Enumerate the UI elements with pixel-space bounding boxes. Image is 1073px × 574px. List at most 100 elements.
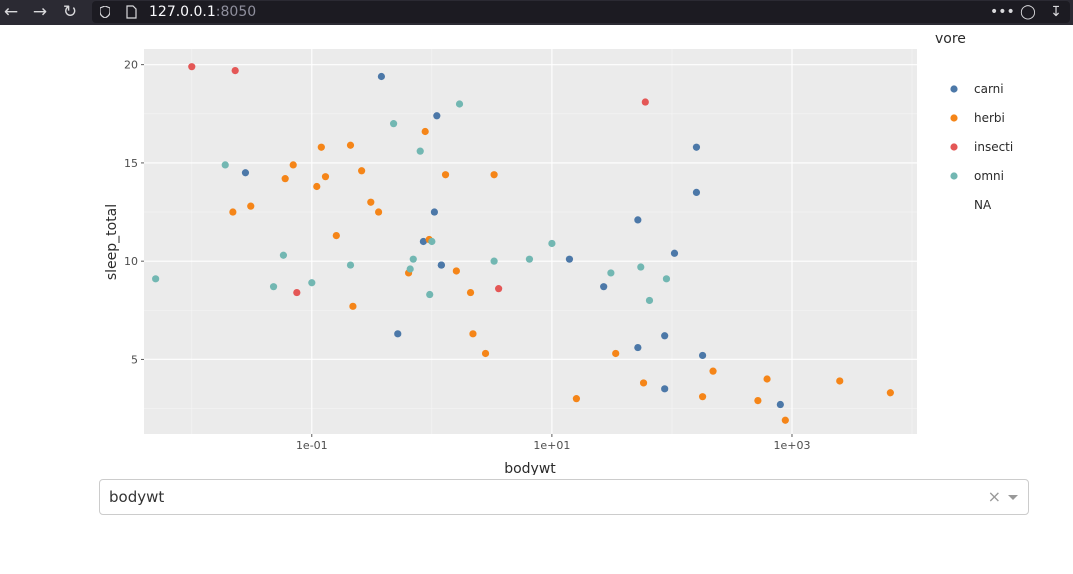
data-point-omni[interactable] <box>406 265 414 273</box>
url-port: :8050 <box>215 4 257 20</box>
data-point-omni[interactable] <box>279 251 288 259</box>
data-point-herbi[interactable] <box>229 208 237 216</box>
chevron-down-icon[interactable] <box>1008 495 1018 500</box>
x-axis-label: bodywt <box>504 461 556 475</box>
data-point-carni[interactable] <box>394 330 402 338</box>
data-point-herbi[interactable] <box>281 175 289 183</box>
data-point-herbi[interactable] <box>612 349 620 358</box>
data-point-omni[interactable] <box>637 263 645 271</box>
data-point-omni[interactable] <box>152 275 160 283</box>
data-point-carni[interactable] <box>661 385 669 393</box>
data-point-omni[interactable] <box>645 296 654 305</box>
scatter-chart: 1e-01 1e+01 1e+03 5 10 15 20 bodywt sleep_tot… <box>104 31 1013 475</box>
data-point-carni[interactable] <box>377 72 386 81</box>
data-point-herbi[interactable] <box>452 267 460 275</box>
data-point-omni[interactable] <box>548 239 556 248</box>
data-point-omni[interactable] <box>346 261 355 269</box>
data-point-herbi[interactable] <box>639 379 648 387</box>
data-point-insecti[interactable] <box>188 63 196 71</box>
forward-arrow-icon[interactable]: → <box>32 2 48 22</box>
data-point-omni[interactable] <box>308 279 316 287</box>
data-point-herbi[interactable] <box>698 393 707 401</box>
legend-label[interactable]: herbi <box>974 111 1005 125</box>
legend-label[interactable]: omni <box>974 169 1004 183</box>
data-point-herbi[interactable] <box>332 232 340 240</box>
data-point-herbi[interactable] <box>313 182 321 191</box>
legend-marker[interactable] <box>950 114 958 122</box>
data-point-omni[interactable] <box>221 161 229 169</box>
data-point-omni[interactable] <box>409 255 417 263</box>
data-point-herbi[interactable] <box>781 416 789 424</box>
data-point-herbi[interactable] <box>490 171 498 179</box>
legend-label[interactable]: carni <box>974 82 1004 96</box>
data-point-carni[interactable] <box>692 143 701 151</box>
data-point-herbi[interactable] <box>466 288 475 297</box>
legend-marker[interactable] <box>950 172 958 180</box>
data-point-omni[interactable] <box>389 120 398 128</box>
data-point-herbi[interactable] <box>421 127 429 136</box>
pocket-icon[interactable]: ◯ <box>1020 4 1036 20</box>
data-point-carni[interactable] <box>430 208 439 216</box>
clear-icon[interactable]: × <box>987 487 1001 506</box>
data-point-carni[interactable] <box>698 351 707 360</box>
data-point-herbi[interactable] <box>358 167 366 175</box>
data-point-omni[interactable] <box>525 255 534 263</box>
legend-label[interactable]: NA <box>974 198 992 212</box>
legend-marker[interactable] <box>950 201 958 209</box>
data-point-omni[interactable] <box>428 237 436 246</box>
data-point-carni[interactable] <box>241 169 250 177</box>
data-point-herbi[interactable] <box>289 161 297 169</box>
data-point-herbi[interactable] <box>247 202 255 210</box>
data-point-herbi[interactable] <box>481 349 490 358</box>
data-point-herbi[interactable] <box>321 173 330 181</box>
y-tick-label: 15 <box>124 157 138 170</box>
data-point-herbi[interactable] <box>709 367 717 375</box>
back-arrow-icon[interactable]: ← <box>3 2 19 22</box>
data-point-herbi[interactable] <box>367 198 375 206</box>
data-point-herbi[interactable] <box>469 330 477 338</box>
data-point-herbi[interactable] <box>317 143 325 151</box>
data-point-carni[interactable] <box>600 283 608 291</box>
data-point-omni[interactable] <box>416 147 424 155</box>
data-point-herbi[interactable] <box>374 208 383 216</box>
data-point-insecti[interactable] <box>641 98 649 106</box>
legend-marker[interactable] <box>950 85 958 93</box>
data-point-herbi[interactable] <box>763 375 771 383</box>
data-point-omni[interactable] <box>455 100 464 108</box>
data-point-herbi[interactable] <box>441 171 450 179</box>
data-point-carni[interactable] <box>692 188 701 196</box>
data-point-carni[interactable] <box>634 216 642 224</box>
data-point-herbi[interactable] <box>572 395 581 403</box>
browser-toolbar: ← → ↻ 127.0.0.1:8050 ••• ◯ ↧ <box>0 0 1073 25</box>
download-icon[interactable]: ↧ <box>1050 4 1062 20</box>
data-point-herbi[interactable] <box>754 397 762 405</box>
address-bar[interactable]: 127.0.0.1:8050 ••• ◯ ↧ <box>92 1 1070 23</box>
data-point-carni[interactable] <box>565 255 574 263</box>
data-point-carni[interactable] <box>634 343 642 352</box>
url-text[interactable]: 127.0.0.1:8050 <box>149 4 256 20</box>
y-axis-label: sleep_total <box>104 204 120 280</box>
legend-label[interactable]: insecti <box>974 140 1013 154</box>
data-point-omni[interactable] <box>490 257 498 265</box>
more-options-icon[interactable]: ••• <box>990 4 1015 20</box>
data-point-omni[interactable] <box>662 275 671 283</box>
data-point-omni[interactable] <box>269 283 278 291</box>
variable-dropdown[interactable]: bodywt × <box>99 479 1029 515</box>
data-point-carni[interactable] <box>437 261 445 269</box>
data-point-herbi[interactable] <box>886 389 894 397</box>
data-point-insecti[interactable] <box>293 288 301 297</box>
data-point-insecti[interactable] <box>231 67 239 75</box>
data-point-omni[interactable] <box>426 290 434 299</box>
data-point-carni[interactable] <box>661 332 669 340</box>
data-point-carni[interactable] <box>433 112 441 120</box>
data-point-carni[interactable] <box>419 237 427 246</box>
data-point-herbi[interactable] <box>349 302 357 310</box>
data-point-herbi[interactable] <box>836 377 844 385</box>
legend-marker[interactable] <box>950 143 958 151</box>
data-point-carni[interactable] <box>776 400 784 409</box>
data-point-herbi[interactable] <box>346 141 355 149</box>
data-point-carni[interactable] <box>670 249 679 257</box>
data-point-omni[interactable] <box>607 269 615 277</box>
reload-icon[interactable]: ↻ <box>62 2 78 22</box>
data-point-insecti[interactable] <box>495 285 503 293</box>
